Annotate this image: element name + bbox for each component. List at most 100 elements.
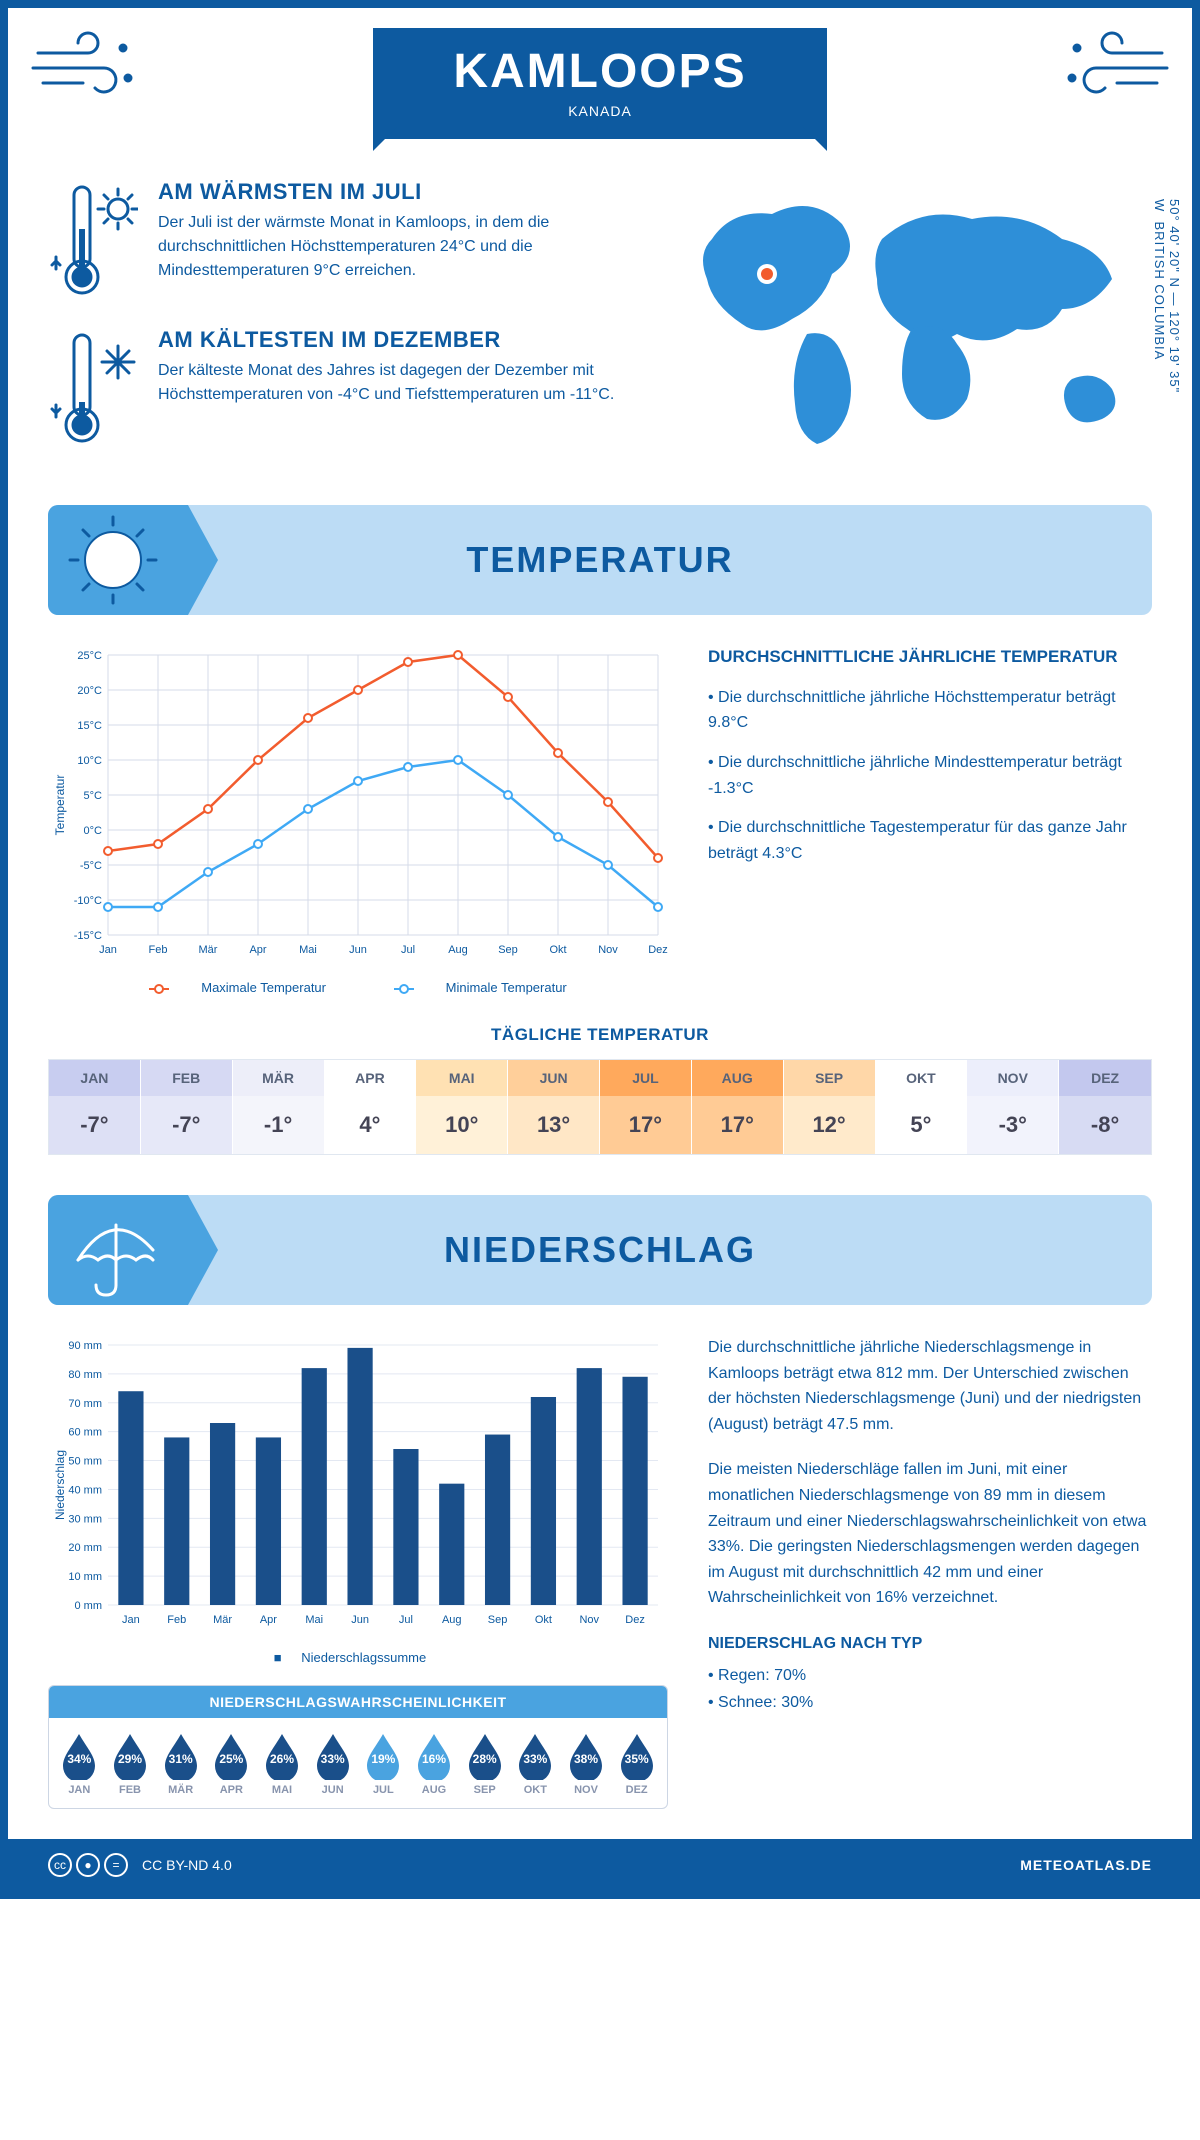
temperature-title: TEMPERATUR [466,539,733,581]
prob-cell: 26% MAI [258,1730,307,1796]
svg-text:25°C: 25°C [77,650,102,662]
prob-cell: 31% MÄR [156,1730,205,1796]
svg-text:Mär: Mär [213,1614,232,1626]
temperature-info: DURCHSCHNITTLICHE JÄHRLICHE TEMPERATUR •… [708,645,1152,1005]
svg-text:0 mm: 0 mm [75,1600,103,1612]
svg-text:Dez: Dez [625,1614,645,1626]
daily-cell: MÄR -1° [233,1060,325,1154]
precipitation-probability: NIEDERSCHLAGSWAHRSCHEINLICHKEIT 34% JAN … [48,1685,668,1809]
svg-text:-10°C: -10°C [74,895,102,907]
svg-text:20 mm: 20 mm [68,1542,102,1554]
svg-text:80 mm: 80 mm [68,1369,102,1381]
svg-text:Apr: Apr [249,944,266,956]
daily-cell: NOV -3° [967,1060,1059,1154]
prob-cell: 28% SEP [460,1730,509,1796]
site-name: METEOATLAS.DE [1020,1857,1152,1873]
prob-cell: 33% JUN [308,1730,357,1796]
prob-cell: 38% NOV [562,1730,611,1796]
svg-text:Dez: Dez [648,944,668,956]
svg-text:5°C: 5°C [84,790,103,802]
coldest-title: AM KÄLTESTEN IM DEZEMBER [158,327,632,353]
precipitation-title: NIEDERSCHLAG [444,1229,756,1271]
svg-text:Mai: Mai [299,944,317,956]
temperature-line-chart: -15°C -10°C -5°C 0°C 5°C 10°C 15°C 20°C 25°C Jan F… [48,645,668,1005]
thermometer-cold-icon [48,327,138,447]
daily-cell: AUG 17° [692,1060,784,1154]
daily-cell: APR 4° [325,1060,417,1154]
daily-temp-table: JAN -7° FEB -7° MÄR -1° APR 4° MAI 10° J… [48,1059,1152,1155]
title-ribbon: KAMLOOPS KANADA [373,28,826,139]
coldest-block: AM KÄLTESTEN IM DEZEMBER Der kälteste Mo… [48,327,632,447]
svg-text:50 mm: 50 mm [68,1456,102,1468]
header: KAMLOOPS KANADA [48,28,1152,139]
svg-text:Niederschlag: Niederschlag [53,1450,67,1520]
svg-text:Feb: Feb [149,944,168,956]
intro-section: AM WÄRMSTEN IM JULI Der Juli ist der wär… [48,179,1152,475]
coldest-text: Der kälteste Monat des Jahres ist dagege… [158,359,632,407]
svg-text:Mär: Mär [199,944,218,956]
svg-text:30 mm: 30 mm [68,1513,102,1525]
svg-text:Jul: Jul [399,1614,413,1626]
svg-text:-5°C: -5°C [80,860,102,872]
svg-text:Jan: Jan [122,1614,140,1626]
prob-cell: 33% OKT [511,1730,560,1796]
warmest-text: Der Juli ist der wärmste Monat in Kamloo… [158,211,632,283]
svg-text:10°C: 10°C [77,755,102,767]
precipitation-text: Die durchschnittliche jährliche Niedersc… [708,1335,1152,1809]
precipitation-banner: NIEDERSCHLAG [48,1195,1152,1305]
svg-text:60 mm: 60 mm [68,1427,102,1439]
precipitation-bar-chart: 0 mm10 mm20 mm30 mm40 mm50 mm60 mm70 mm8… [48,1335,668,1665]
svg-text:Aug: Aug [448,944,468,956]
svg-text:Sep: Sep [488,1614,508,1626]
svg-text:Mai: Mai [305,1614,323,1626]
svg-text:Jun: Jun [349,944,367,956]
svg-text:Okt: Okt [549,944,566,956]
svg-text:Jan: Jan [99,944,117,956]
daily-cell: MAI 10° [416,1060,508,1154]
daily-cell: OKT 5° [876,1060,968,1154]
prob-cell: 25% APR [207,1730,256,1796]
svg-text:0°C: 0°C [84,825,103,837]
coordinates: 50° 40' 20" N — 120° 19' 35" W BRITISH C… [1152,199,1182,475]
country-name: KANADA [453,103,746,119]
svg-text:Nov: Nov [598,944,618,956]
umbrella-icon [48,1195,188,1305]
svg-text:Jul: Jul [401,944,415,956]
wind-icon [28,28,148,108]
daily-cell: FEB -7° [141,1060,233,1154]
prob-cell: 29% FEB [106,1730,155,1796]
sun-icon [48,505,188,615]
license-icons: cc●= CC BY-ND 4.0 [48,1853,232,1877]
svg-text:Temperatur: Temperatur [53,775,67,836]
page-frame: KAMLOOPS KANADA AM WÄRMSTEN IM JULI Der … [0,0,1200,1899]
prob-cell: 34% JAN [55,1730,104,1796]
svg-text:Jun: Jun [351,1614,369,1626]
svg-text:Apr: Apr [260,1614,277,1626]
wind-icon [1052,28,1172,108]
daily-cell: JAN -7° [49,1060,141,1154]
svg-text:90 mm: 90 mm [68,1340,102,1352]
thermometer-hot-icon [48,179,138,299]
svg-text:10 mm: 10 mm [68,1571,102,1583]
svg-text:Aug: Aug [442,1614,462,1626]
svg-text:Sep: Sep [498,944,518,956]
daily-cell: SEP 12° [784,1060,876,1154]
svg-text:Okt: Okt [535,1614,552,1626]
svg-text:15°C: 15°C [77,720,102,732]
daily-cell: JUN 13° [508,1060,600,1154]
footer: cc●= CC BY-ND 4.0 METEOATLAS.DE [8,1839,1192,1891]
svg-text:40 mm: 40 mm [68,1484,102,1496]
daily-cell: DEZ -8° [1059,1060,1151,1154]
svg-text:Nov: Nov [579,1614,599,1626]
temperature-banner: TEMPERATUR [48,505,1152,615]
prob-cell: 16% AUG [410,1730,459,1796]
warmest-block: AM WÄRMSTEN IM JULI Der Juli ist der wär… [48,179,632,299]
svg-text:20°C: 20°C [77,685,102,697]
daily-cell: JUL 17° [600,1060,692,1154]
daily-temp-title: TÄGLICHE TEMPERATUR [48,1025,1152,1045]
warmest-title: AM WÄRMSTEN IM JULI [158,179,632,205]
svg-text:-15°C: -15°C [74,930,102,942]
svg-text:Feb: Feb [167,1614,186,1626]
prob-cell: 19% JUL [359,1730,408,1796]
prob-cell: 35% DEZ [612,1730,661,1796]
